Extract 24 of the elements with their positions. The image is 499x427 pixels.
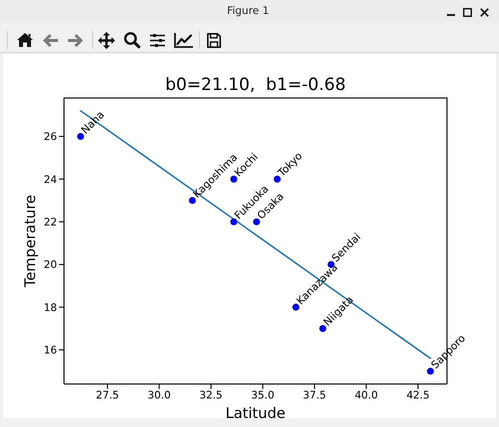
point <box>426 368 434 375</box>
x-tick-label: 37.5 <box>302 389 326 402</box>
chart-title: b0=21.10, b1=-0.68 <box>164 74 347 96</box>
y-tick-label: 22 <box>44 216 57 228</box>
x-tick-label: 40.0 <box>354 389 378 402</box>
y-axis-title: Temperature <box>22 194 40 288</box>
x-tick-label: 32.5 <box>199 389 223 402</box>
x-tick-label: 30.0 <box>148 389 171 402</box>
x-tick-label: 42.5 <box>406 389 430 402</box>
x-axis-title: Latitude <box>225 405 286 422</box>
caption: Figure 1 <box>226 4 270 18</box>
y-tick-label: 26 <box>44 131 57 144</box>
point <box>274 176 281 183</box>
point <box>188 196 196 204</box>
y-tick-label: 18 <box>44 302 57 314</box>
point <box>292 304 300 311</box>
y-tick-label: 16 <box>44 344 57 357</box>
y-tick-label: 24 <box>44 174 58 186</box>
point <box>77 132 84 140</box>
point <box>230 218 238 226</box>
y-tick-label: 20 <box>44 259 57 272</box>
x-tick-label: 27.5 <box>96 389 120 402</box>
point <box>319 325 326 332</box>
x-tick-label: 35.0 <box>251 389 274 402</box>
